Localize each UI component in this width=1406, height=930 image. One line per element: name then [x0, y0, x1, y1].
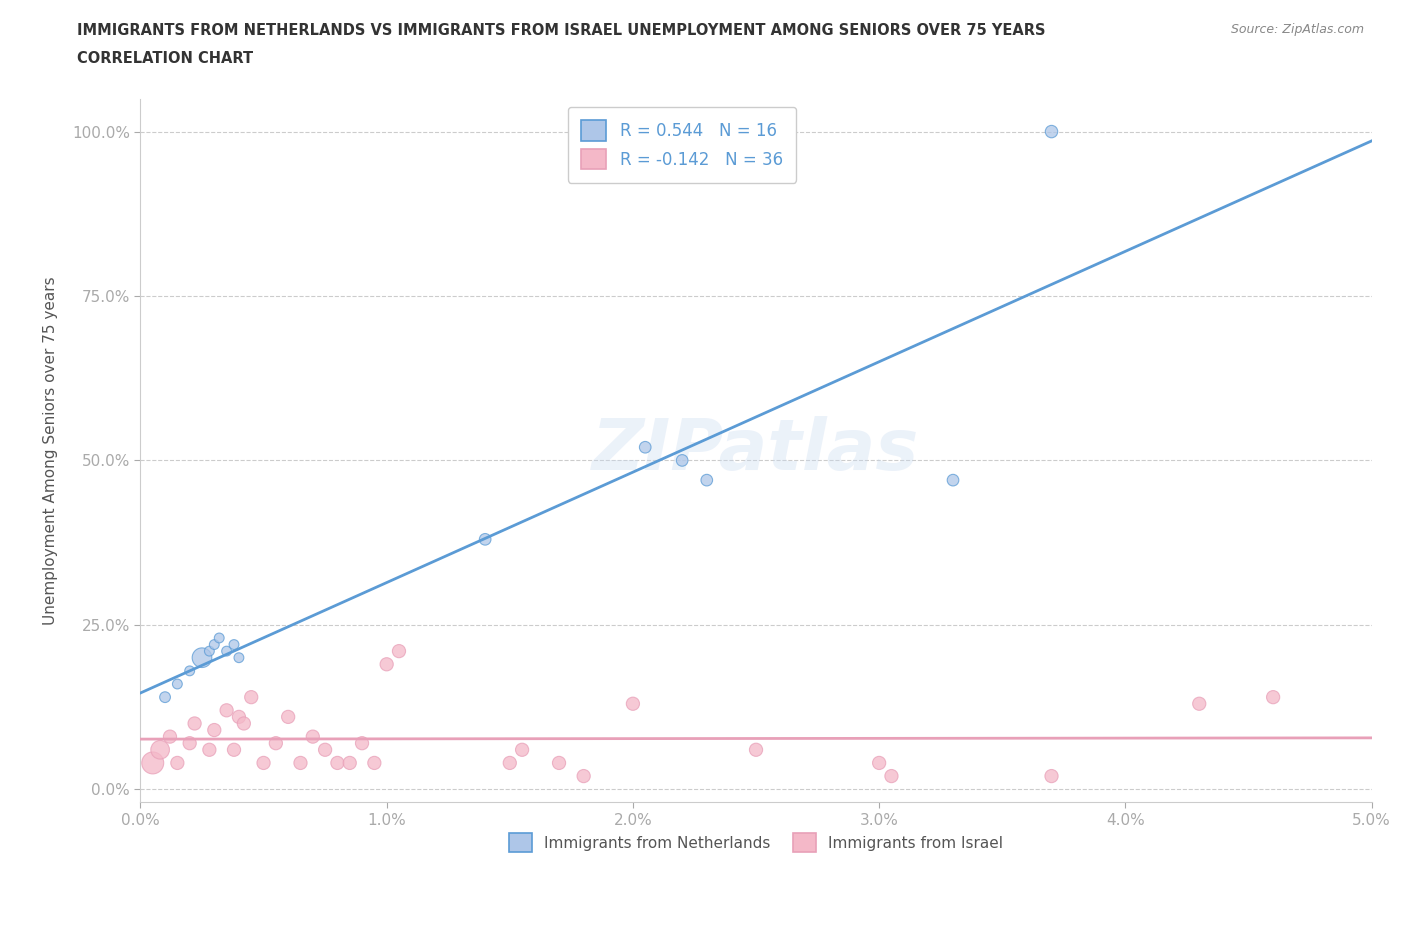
Point [179, 736, 201, 751]
Point [621, 697, 644, 711]
Point [166, 755, 188, 770]
Point [474, 532, 496, 547]
Point [290, 755, 312, 770]
Point [198, 742, 221, 757]
Point [572, 768, 595, 783]
Point [339, 755, 361, 770]
Text: IMMIGRANTS FROM NETHERLANDS VS IMMIGRANTS FROM ISRAEL UNEMPLOYMENT AMONG SENIORS: IMMIGRANTS FROM NETHERLANDS VS IMMIGRANT… [77, 23, 1046, 38]
Point [198, 644, 221, 658]
Point [880, 768, 903, 783]
Point [1188, 697, 1211, 711]
Point [228, 710, 250, 724]
Point [153, 690, 176, 705]
Point [183, 716, 205, 731]
Point [215, 703, 238, 718]
Point [179, 663, 201, 678]
Point [634, 440, 657, 455]
Point [548, 755, 571, 770]
Point [159, 729, 181, 744]
Point [314, 742, 336, 757]
Point [301, 729, 323, 744]
Point [696, 472, 718, 487]
Point [326, 755, 349, 770]
Point [868, 755, 890, 770]
Point [208, 631, 231, 645]
Point [499, 755, 522, 770]
Point [1040, 124, 1063, 139]
Point [142, 755, 165, 770]
Point [1261, 690, 1284, 705]
Point [232, 716, 254, 731]
Y-axis label: Unemployment Among Seniors over 75 years: Unemployment Among Seniors over 75 years [44, 276, 58, 625]
Point [1040, 768, 1063, 783]
Point [166, 676, 188, 691]
Point [350, 736, 373, 751]
Text: Source: ZipAtlas.com: Source: ZipAtlas.com [1230, 23, 1364, 36]
Point [215, 644, 238, 658]
Point [252, 755, 274, 770]
Point [942, 472, 965, 487]
Point [228, 650, 250, 665]
Point [363, 755, 385, 770]
Text: ZIPatlas: ZIPatlas [592, 416, 920, 485]
Legend: Immigrants from Netherlands, Immigrants from Israel: Immigrants from Netherlands, Immigrants … [502, 827, 1010, 858]
Point [745, 742, 768, 757]
Point [671, 453, 693, 468]
Point [191, 650, 214, 665]
Point [222, 637, 245, 652]
Point [388, 644, 411, 658]
Point [510, 742, 533, 757]
Point [277, 710, 299, 724]
Point [149, 742, 172, 757]
Point [202, 723, 225, 737]
Point [202, 637, 225, 652]
Point [264, 736, 287, 751]
Point [375, 657, 398, 671]
Text: CORRELATION CHART: CORRELATION CHART [77, 51, 253, 66]
Point [222, 742, 245, 757]
Point [240, 690, 263, 705]
